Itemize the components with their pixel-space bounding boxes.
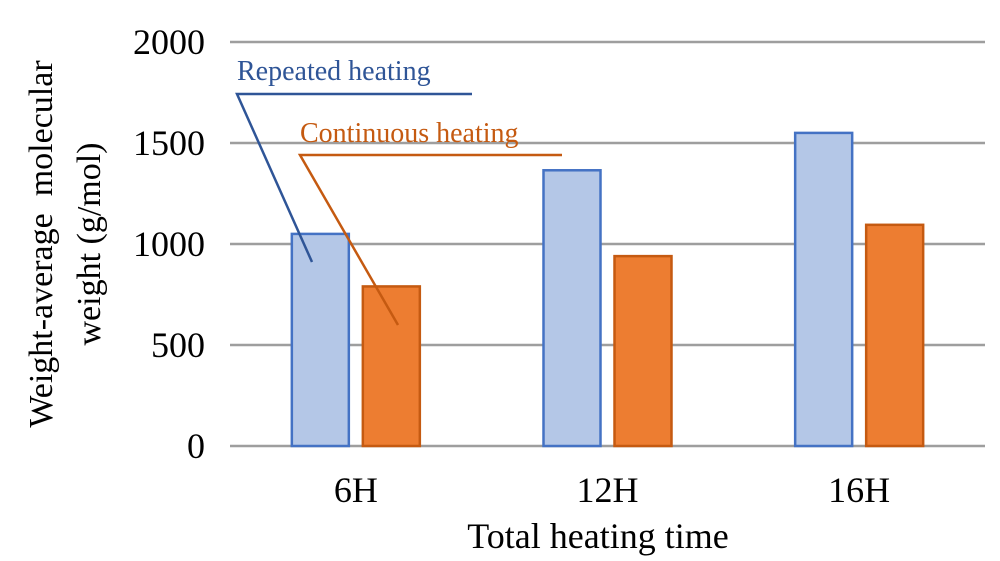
y-axis-ticks: 0 500 1000 1500 2000: [133, 22, 205, 466]
x-axis-ticks: 6H 12H 16H: [334, 470, 890, 510]
bar-continuous-16h: [864, 223, 925, 448]
series-label-continuous: Continuous heating: [300, 118, 519, 149]
bar-repeated-12h: [542, 169, 602, 448]
bar-continuous-12h: [613, 254, 673, 448]
callout-leader-continuous: [297, 153, 562, 326]
series-callouts: Repeated heating Continuous heating: [235, 56, 562, 326]
bar-repeated-16h: [793, 131, 854, 448]
gridlines: [230, 40, 985, 448]
y-tick-label: 500: [151, 325, 205, 365]
bar-continuous-6h: [361, 285, 422, 448]
y-tick-label: 2000: [133, 22, 205, 62]
x-tick-label: 16H: [828, 470, 890, 510]
y-axis-label: Weight-average molecular weight (g/mol): [23, 60, 108, 428]
bar-repeated-6h: [290, 232, 351, 448]
x-tick-label: 6H: [334, 470, 378, 510]
y-axis-label-line: weight (g/mol): [71, 142, 108, 345]
bars: [290, 131, 925, 448]
callout-leader-repeated: [235, 92, 472, 263]
series-label-repeated: Repeated heating: [237, 56, 431, 87]
y-tick-label: 1500: [133, 123, 205, 163]
y-tick-label: 1000: [133, 224, 205, 264]
y-tick-label: 0: [187, 426, 205, 466]
x-tick-label: 12H: [577, 470, 639, 510]
x-axis-label: Total heating time: [467, 516, 728, 556]
y-axis-label-line: Weight-average molecular: [23, 60, 60, 428]
